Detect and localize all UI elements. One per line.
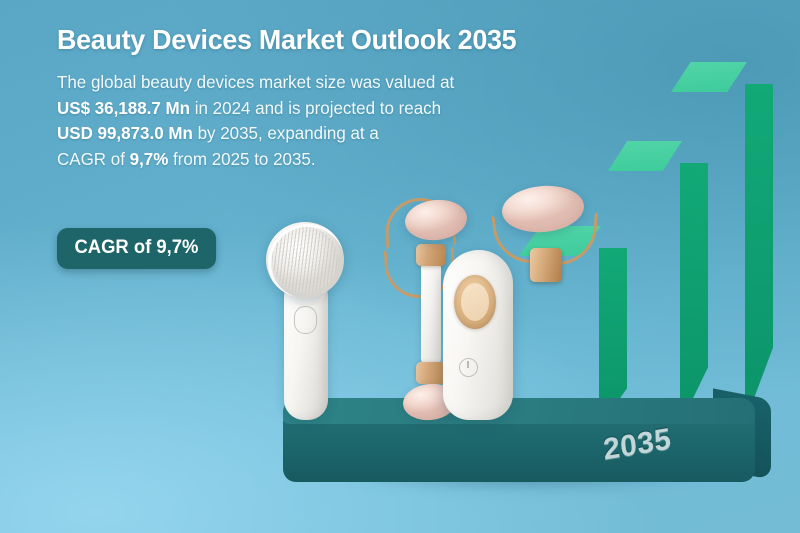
ipl-handheld-device	[443, 250, 519, 422]
platform-base: 2035	[283, 388, 771, 482]
cagr-badge: CAGR of 9,7%	[57, 228, 216, 269]
cagr-value-inline: 9,7%	[129, 148, 169, 169]
bar-side-face	[745, 84, 773, 422]
ipl-window-inner	[461, 283, 489, 321]
value-2035: USD 99,873.0 Mn	[57, 123, 193, 144]
ipl-power-button	[459, 358, 478, 377]
description-line-1-text: The global beauty devices market size wa…	[57, 72, 455, 93]
text-block: Beauty Devices Market Outlook 2035 The g…	[57, 24, 577, 172]
brush-rim	[268, 224, 344, 298]
page-title: Beauty Devices Market Outlook 2035	[57, 24, 517, 55]
facial-cleansing-brush	[258, 222, 350, 420]
value-2024: US$ 36,188.7 Mn	[57, 97, 191, 118]
description-text: The global beauty devices market size wa…	[57, 70, 561, 172]
description-line-4: CAGR of 9,7% from 2025 to 2035.	[57, 147, 561, 173]
description-line-2: US$ 36,188.7 Mn in 2024 and is projected…	[57, 96, 561, 122]
roller-handle	[421, 258, 441, 368]
roller-collar-top	[416, 244, 446, 266]
description-line-1: The global beauty devices market size wa…	[57, 70, 561, 96]
cagr-period: from 2025 to 2035.	[168, 148, 316, 169]
bar-2035	[671, 62, 773, 422]
platform-top-face	[283, 398, 755, 424]
description-line-3-text: by 2035, expanding at a	[192, 123, 379, 144]
bar-top-face	[671, 62, 747, 92]
cagr-badge-value: 9,7%	[156, 237, 199, 258]
roller-collar-bottom	[416, 362, 446, 384]
rose-quartz-roller-left	[383, 196, 477, 426]
rose-quartz-roller-right	[491, 182, 598, 310]
roller-collar	[530, 248, 562, 282]
cagr-badge-prefix: CAGR of	[74, 237, 157, 258]
brush-power-button	[294, 306, 317, 334]
description-line-2-text: in 2024 and is projected to reach	[190, 97, 442, 118]
description-line-3: USD 99,873.0 Mn by 2035, expanding at a	[57, 121, 561, 147]
brush-head	[266, 222, 344, 298]
cagr-prefix: CAGR of	[57, 148, 130, 169]
ipl-treatment-window	[454, 275, 496, 329]
